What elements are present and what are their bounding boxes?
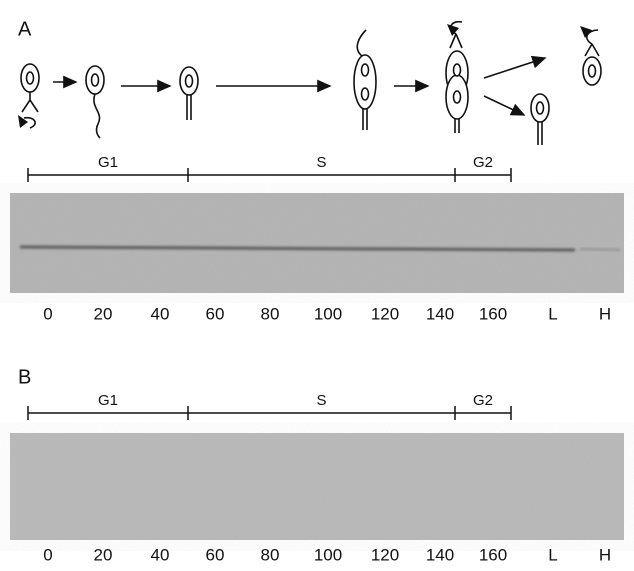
lane-label: 160 bbox=[479, 304, 507, 323]
lane-label: 60 bbox=[206, 545, 225, 564]
lane-label: 160 bbox=[479, 545, 507, 564]
lane-label: 100 bbox=[314, 545, 342, 564]
lane-label: 120 bbox=[371, 304, 399, 323]
blot-a bbox=[10, 193, 624, 293]
panel-label: B bbox=[18, 366, 31, 388]
phase-label: G1 bbox=[98, 154, 118, 171]
phase-label: G1 bbox=[98, 392, 118, 409]
lane-label: H bbox=[599, 545, 611, 564]
lane-label: 40 bbox=[151, 545, 170, 564]
phase-label: G2 bbox=[473, 154, 493, 171]
lane-label: 0 bbox=[43, 304, 52, 323]
lane-label: 140 bbox=[426, 304, 454, 323]
phase-label: S bbox=[316, 392, 326, 409]
lane-label: L bbox=[548, 545, 557, 564]
cell-cycle-diagram bbox=[18, 20, 602, 145]
blot-b bbox=[10, 433, 624, 540]
lane-label: 40 bbox=[151, 304, 170, 323]
lane-label: 0 bbox=[43, 545, 52, 564]
lane-label: L bbox=[548, 304, 557, 323]
panel-label: A bbox=[18, 18, 32, 40]
phase-label: G2 bbox=[473, 392, 493, 409]
lane-label: 100 bbox=[314, 304, 342, 323]
phase-label: S bbox=[316, 154, 326, 171]
lane-label: 80 bbox=[261, 545, 280, 564]
lane-label: 60 bbox=[206, 304, 225, 323]
lane-label: 20 bbox=[94, 545, 113, 564]
lane-label: 140 bbox=[426, 545, 454, 564]
lane-label: 120 bbox=[371, 545, 399, 564]
lane-label: 20 bbox=[94, 304, 113, 323]
lane-label: 80 bbox=[261, 304, 280, 323]
lane-label: H bbox=[599, 304, 611, 323]
